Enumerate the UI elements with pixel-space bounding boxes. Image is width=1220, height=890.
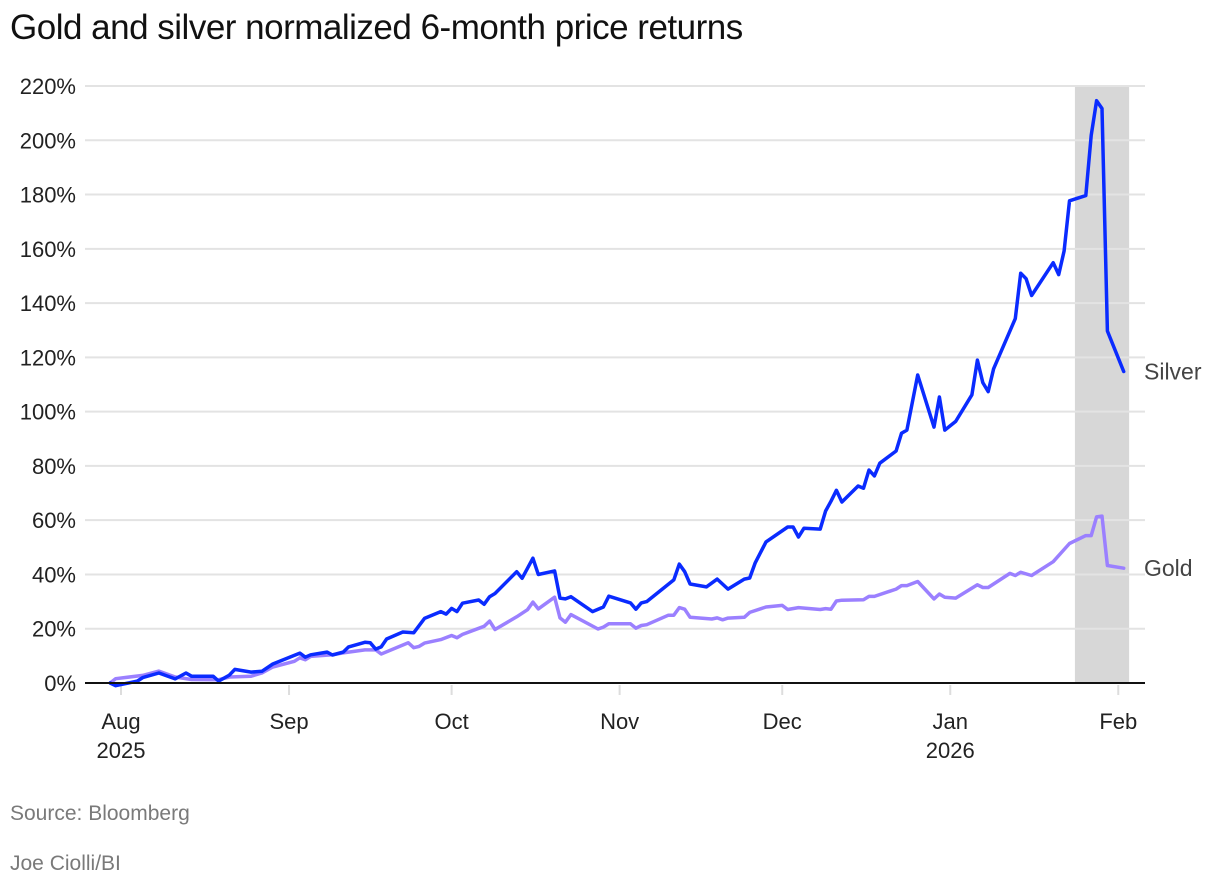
series-label-silver: Silver <box>1144 358 1202 384</box>
y-tick-label: 160% <box>20 237 76 262</box>
y-tick-label: 180% <box>20 183 76 208</box>
x-tick-label: Aug <box>101 709 140 734</box>
y-tick-label: 220% <box>20 74 76 99</box>
y-tick-label: 40% <box>32 562 76 587</box>
y-tick-label: 80% <box>32 454 76 479</box>
series-label-gold: Gold <box>1144 555 1193 581</box>
x-tick-label: Jan <box>933 709 968 734</box>
y-tick-label: 0% <box>44 671 76 696</box>
x-tick-label: Nov <box>600 709 639 734</box>
chart-title: Gold and silver normalized 6-month price… <box>10 8 743 47</box>
x-tick-label: Dec <box>763 709 802 734</box>
x-tick-label: Oct <box>435 709 469 734</box>
x-tick-label: Feb <box>1099 709 1137 734</box>
y-tick-label: 100% <box>20 400 76 425</box>
highlight-band <box>1074 86 1130 683</box>
y-tick-label: 60% <box>32 508 76 533</box>
y-tick-label: 20% <box>32 617 76 642</box>
x-tick-year-label: 2025 <box>97 738 146 763</box>
y-tick-label: 120% <box>20 345 76 370</box>
x-tick-year-label: 2026 <box>926 738 975 763</box>
series-line-silver <box>108 98 1126 688</box>
y-tick-label: 200% <box>20 128 76 153</box>
source-note: Source: Bloomberg <box>10 802 190 825</box>
y-tick-label: 140% <box>20 291 76 316</box>
x-tick-label: Sep <box>269 709 308 734</box>
credit-note: Joe Ciolli/BI <box>10 852 121 875</box>
